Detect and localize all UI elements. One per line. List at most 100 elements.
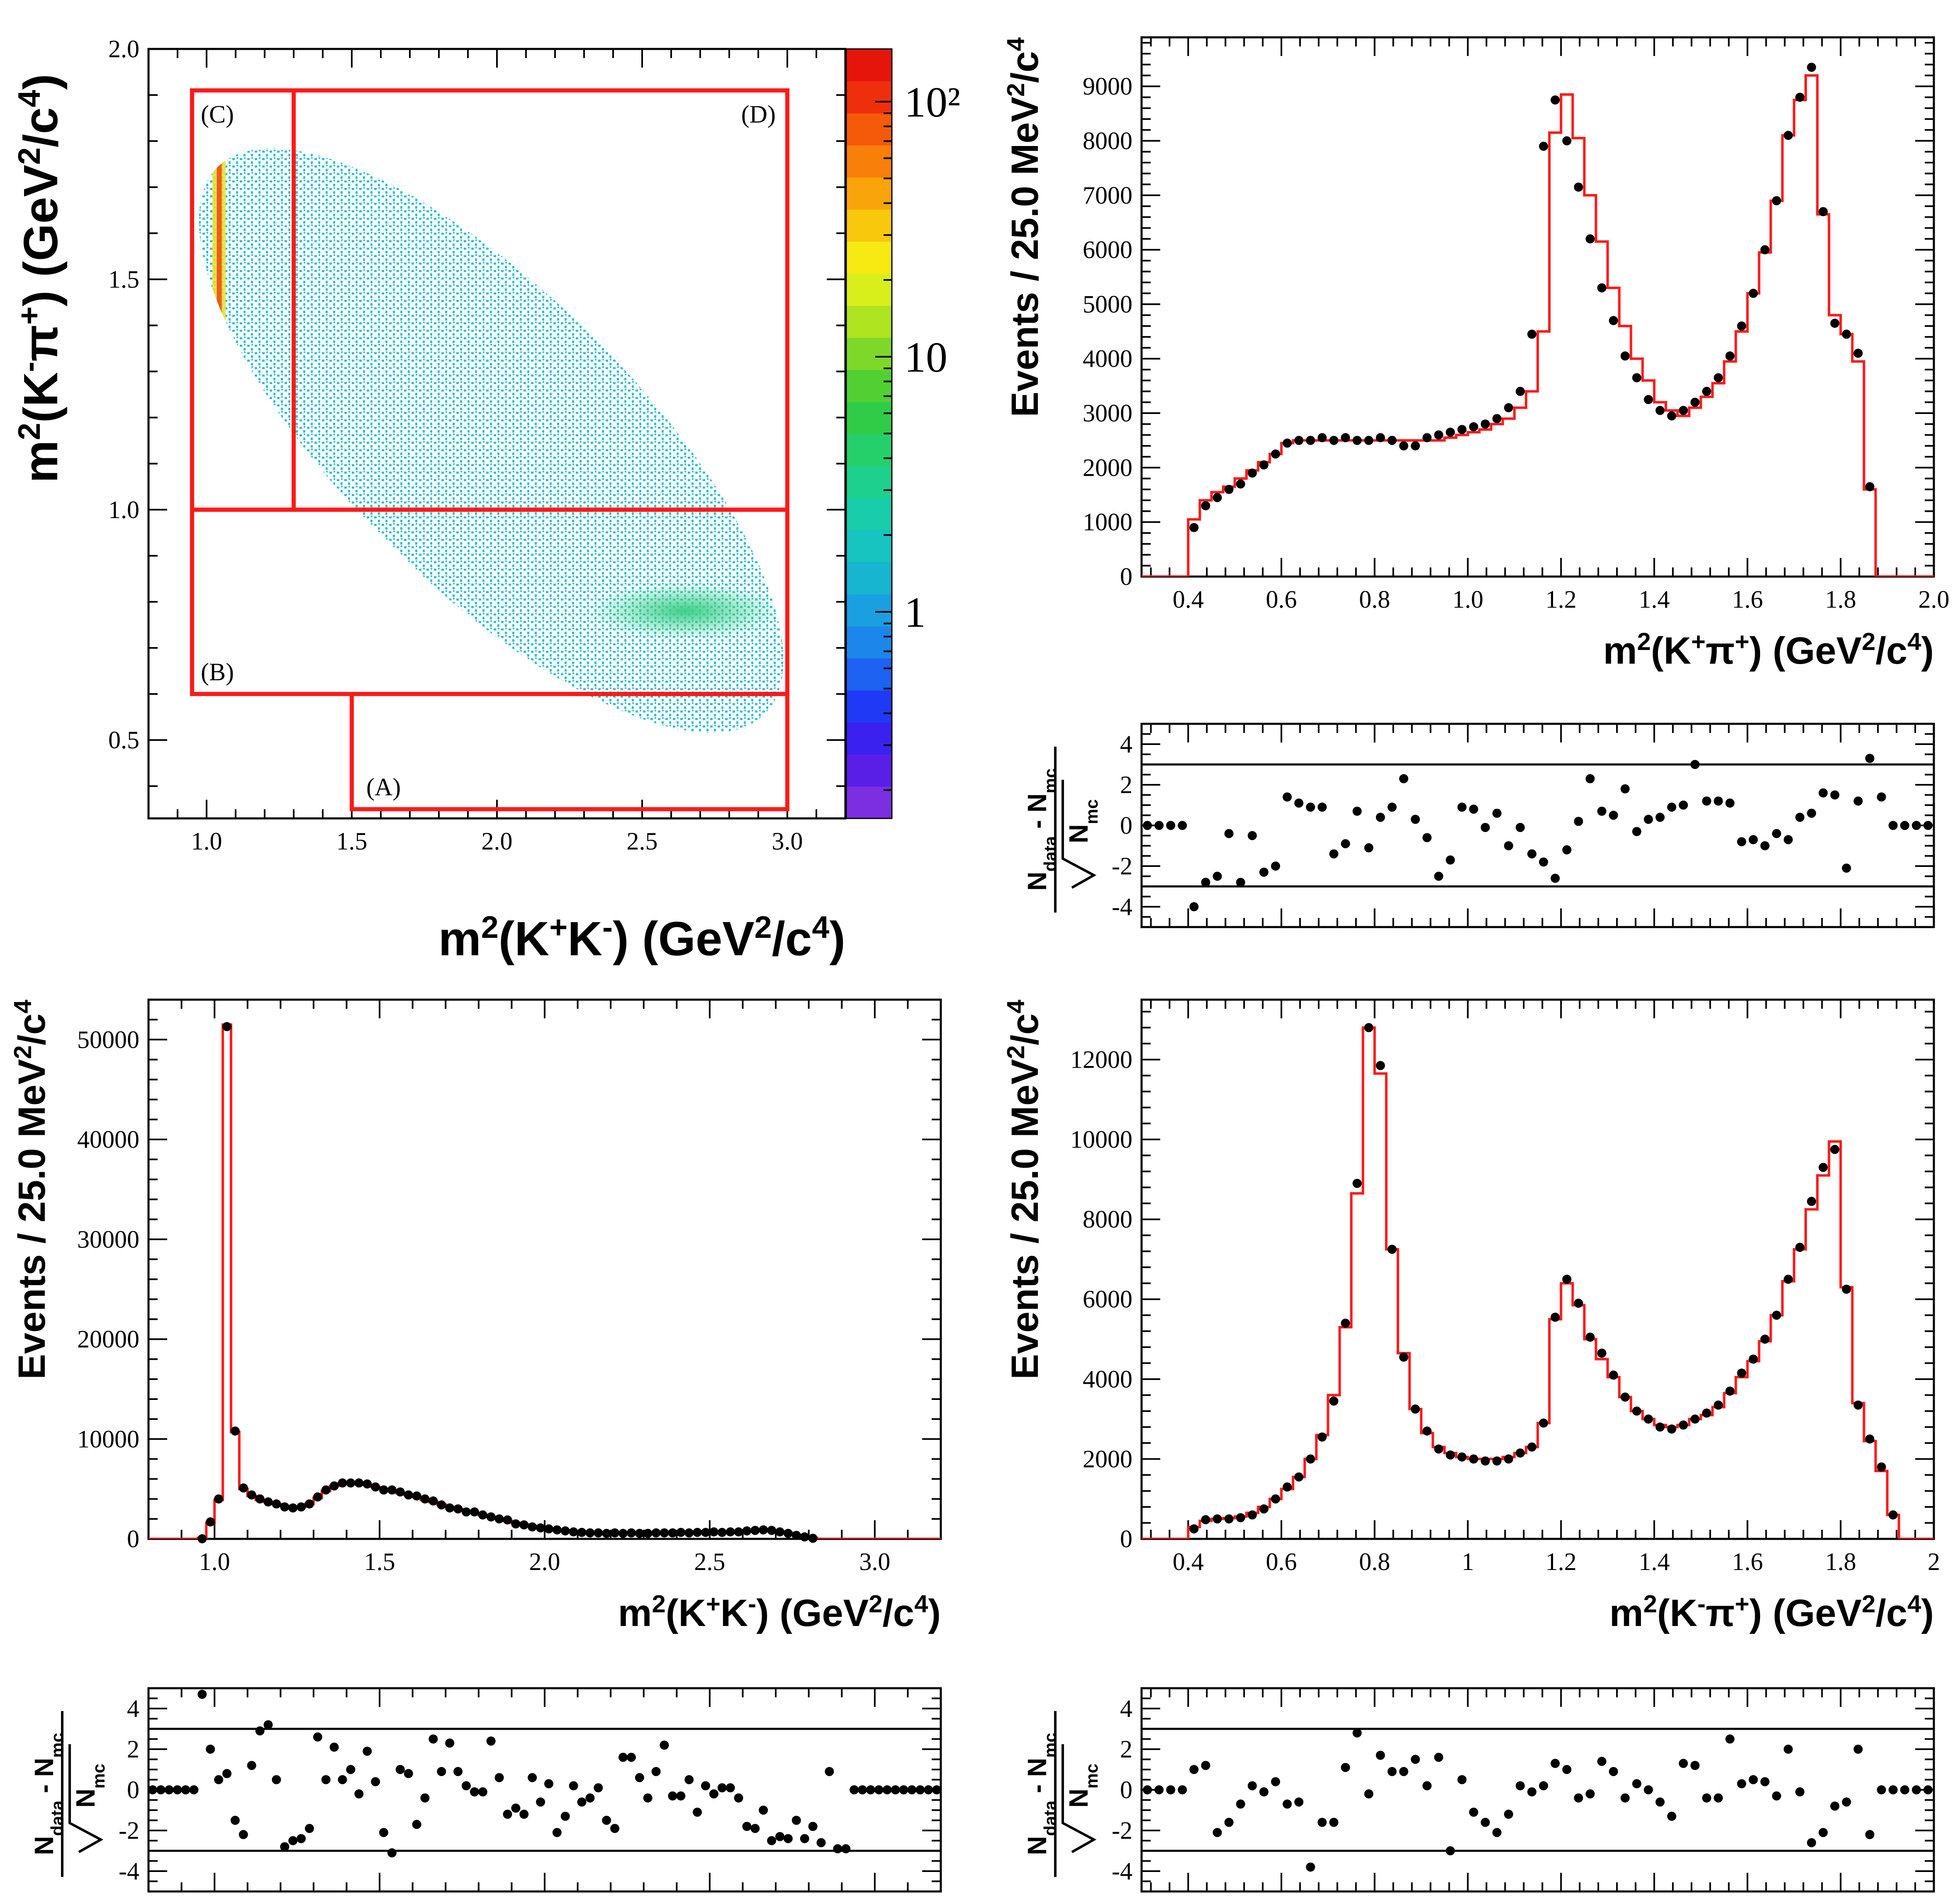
residual-point: [1283, 1799, 1292, 1809]
residual-y-tick-label: 4: [1120, 1695, 1132, 1722]
data-point: [577, 1528, 587, 1537]
residual-point: [164, 1785, 174, 1794]
residual-y-tick-label: -4: [1112, 893, 1132, 920]
data-point: [1690, 1414, 1700, 1424]
residual-point: [726, 1783, 735, 1793]
residual-point: [503, 1809, 512, 1819]
x-tick-label: 0.4: [1173, 586, 1204, 613]
residual-point: [1189, 902, 1199, 911]
data-point: [1527, 1442, 1536, 1452]
data-point: [626, 1528, 636, 1538]
residual-point: [882, 1785, 892, 1794]
sqrt-symbol: [1062, 1744, 1097, 1853]
data-point: [1585, 234, 1595, 243]
data-point: [1457, 1452, 1467, 1462]
data-point: [1329, 436, 1339, 445]
colorbar-cell: [846, 273, 892, 306]
data-point: [734, 1527, 743, 1537]
data-point: [1213, 493, 1222, 502]
x-axis-title: m2(K+K-) (GeV2/c4): [438, 910, 845, 966]
data-point: [371, 1482, 380, 1492]
x-tick-label: 2.0: [1919, 586, 1950, 613]
data-point: [1702, 387, 1712, 396]
y-tick-label: 10000: [77, 1425, 139, 1453]
residual-point: [1480, 1818, 1490, 1827]
residual-point: [494, 1773, 504, 1782]
data-point: [1725, 1386, 1735, 1396]
data-point: [1515, 387, 1525, 396]
data-point: [321, 1485, 331, 1495]
residual-point: [1271, 1777, 1281, 1787]
residual-point: [1527, 1787, 1536, 1796]
data-point: [354, 1478, 364, 1488]
residual-point: [742, 1822, 752, 1831]
residual-point: [1888, 1785, 1898, 1794]
residual-point: [1294, 1797, 1304, 1807]
residual-point: [1434, 1753, 1444, 1762]
residual-point: [1178, 821, 1187, 830]
residual-point: [1819, 1828, 1828, 1837]
residual-point: [1760, 841, 1770, 850]
residual-point: [214, 1775, 224, 1784]
data-point: [1562, 1275, 1572, 1284]
residual-point: [1143, 1785, 1152, 1794]
data-point: [800, 1532, 809, 1542]
residual-point: [602, 1816, 611, 1825]
y-tick-label: 0.5: [108, 726, 139, 754]
data-point: [453, 1504, 463, 1514]
residual-point: [1702, 796, 1712, 806]
residual-y-tick-label: 0: [1120, 812, 1132, 839]
residual-y-tick-label: 2: [1120, 1735, 1132, 1763]
residual-point: [1283, 792, 1292, 802]
residual-point: [247, 1761, 256, 1770]
data-point: [742, 1526, 752, 1536]
x-axis-title: m2(K+K-) (GeV2/c4): [618, 1590, 941, 1635]
residual-point: [1877, 792, 1886, 802]
residual-point: [891, 1785, 900, 1794]
data-point: [594, 1528, 603, 1538]
colorbar-cell: [846, 498, 892, 531]
residual-point: [850, 1785, 859, 1794]
residual-point: [734, 1793, 743, 1803]
data-point: [1737, 321, 1746, 331]
colorbar-label: 10: [904, 333, 947, 381]
residual-point: [1387, 1767, 1397, 1776]
residual-point: [1224, 1818, 1234, 1827]
residual-point: [511, 1804, 521, 1813]
x-tick-label: 1.4: [1639, 586, 1670, 613]
colorbar-cell: [846, 626, 892, 659]
y-tick-label: 8000: [1083, 127, 1132, 154]
residual-point: [1585, 774, 1595, 784]
data-point: [759, 1525, 768, 1535]
sqrt-symbol: [1062, 780, 1097, 889]
data-point: [486, 1512, 496, 1522]
residual-point: [693, 1807, 702, 1817]
residual-point: [1492, 1828, 1502, 1837]
data-point: [1294, 1472, 1304, 1482]
y-tick-label: 0: [127, 1525, 139, 1553]
data-point: [668, 1528, 677, 1538]
residual-point: [1271, 862, 1281, 871]
colorbar-cell: [846, 81, 892, 114]
residual-point: [569, 1781, 578, 1791]
data-point: [1655, 1422, 1665, 1432]
residual-point: [1446, 855, 1455, 865]
data-point: [1201, 501, 1210, 511]
data-point: [1643, 395, 1653, 404]
data-point: [569, 1527, 578, 1537]
colorbar: 1 10 10²: [845, 48, 960, 819]
data-point: [676, 1528, 686, 1537]
data-point: [1772, 1310, 1781, 1320]
residual-point: [709, 1789, 718, 1799]
residual-y-tick-label: 2: [1120, 771, 1132, 798]
residual-point: [1341, 1763, 1350, 1772]
residual-point: [1422, 1781, 1432, 1791]
data-point: [437, 1500, 446, 1510]
data-point: [297, 1502, 306, 1512]
residual-point: [610, 1824, 620, 1833]
data-point: [1690, 397, 1700, 407]
data-point: [363, 1479, 372, 1489]
residual-point: [1329, 849, 1339, 859]
data-point: [1597, 283, 1607, 293]
residual-point: [1702, 1793, 1712, 1803]
